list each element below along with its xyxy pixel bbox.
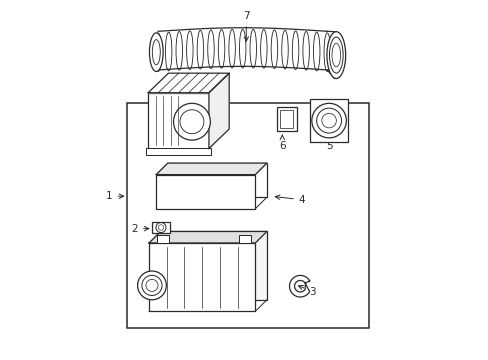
Bar [157,235,168,243]
Bar [152,222,169,233]
Bar [276,107,296,131]
Bar [156,175,255,209]
Polygon shape [149,231,266,243]
Polygon shape [289,275,309,297]
Text: 6: 6 [279,135,285,151]
Text: 2: 2 [131,224,148,234]
Circle shape [173,103,210,140]
Bar [146,148,210,155]
Ellipse shape [149,33,163,72]
Bar [239,235,250,243]
Bar [280,110,293,128]
Polygon shape [208,73,229,148]
Polygon shape [148,73,229,93]
Bar [127,103,368,328]
Text: 1: 1 [106,191,123,201]
Circle shape [311,103,346,138]
Text: 3: 3 [298,285,316,297]
Bar [160,231,266,300]
Bar [149,243,255,311]
Bar [148,93,208,148]
Text: 7: 7 [243,11,249,41]
Ellipse shape [326,32,345,78]
Polygon shape [156,163,266,175]
Text: 5: 5 [325,135,332,151]
Bar [309,99,347,142]
Text: 4: 4 [275,195,305,205]
Bar [167,163,266,197]
Circle shape [137,271,166,300]
